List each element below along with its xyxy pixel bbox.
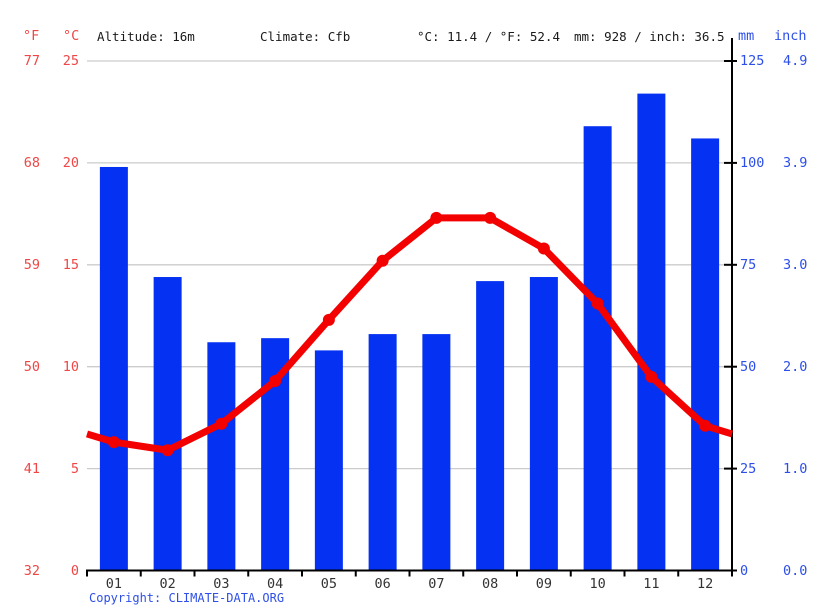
fahrenheit-tick-label: 77 xyxy=(23,53,40,69)
header-inch-unit: inch xyxy=(774,28,807,44)
temperature-line xyxy=(85,214,734,454)
temperature-marker xyxy=(107,436,120,449)
mm-tick-label: 0 xyxy=(740,562,749,579)
precipitation-bar xyxy=(691,138,720,571)
month-label: 04 xyxy=(266,576,284,592)
precipitation-bar xyxy=(476,281,505,571)
inch-tick-label: 3.9 xyxy=(783,154,808,171)
mm-tick-label: 100 xyxy=(740,154,765,171)
precipitation-bar xyxy=(99,166,128,571)
temperature-marker xyxy=(322,313,335,326)
inch-tick-label: 4.9 xyxy=(783,53,808,69)
fahrenheit-tick-label: 50 xyxy=(23,358,40,375)
month-label: 09 xyxy=(535,576,552,592)
precipitation-bar xyxy=(314,350,343,571)
temperature-marker xyxy=(591,297,604,310)
mm-tick-label: 125 xyxy=(740,53,765,69)
month-label: 10 xyxy=(589,576,606,592)
mm-tick-label: 75 xyxy=(740,256,757,273)
temperature-marker xyxy=(215,417,228,430)
fahrenheit-tick-label: 41 xyxy=(23,460,40,477)
mm-tick-label: 50 xyxy=(740,358,757,375)
inch-tick-label: 3.0 xyxy=(783,256,808,273)
temperature-marker xyxy=(376,254,389,267)
header-average-temperature: °C: 11.4 / °F: 52.4 xyxy=(417,29,560,44)
precipitation-bar xyxy=(529,277,558,571)
fahrenheit-tick-label: 59 xyxy=(23,256,40,273)
copyright-link[interactable]: Copyright: CLIMATE-DATA.ORG xyxy=(89,591,285,605)
header-fahrenheit-unit: °F xyxy=(23,28,40,44)
temperature-marker xyxy=(161,444,174,457)
month-label: 02 xyxy=(159,576,176,592)
temperature-marker xyxy=(269,374,282,387)
precipitation-bar xyxy=(153,277,182,571)
celsius-tick-label: 15 xyxy=(62,256,79,273)
celsius-tick-label: 10 xyxy=(62,358,79,375)
month-label: 07 xyxy=(428,576,445,592)
month-label: 11 xyxy=(643,576,660,592)
header-annual-precipitation: mm: 928 / inch: 36.5 xyxy=(574,29,725,44)
month-label: 12 xyxy=(696,576,714,592)
month-label: 08 xyxy=(481,576,499,592)
celsius-tick-label: 0 xyxy=(70,562,79,579)
fahrenheit-tick-label: 68 xyxy=(23,154,40,171)
mm-tick-label: 25 xyxy=(740,460,757,477)
month-label: 06 xyxy=(374,576,391,592)
temperature-marker xyxy=(699,419,712,432)
celsius-tick-label: 5 xyxy=(70,460,79,477)
header-mm-unit: mm xyxy=(738,28,755,44)
precipitation-bar xyxy=(368,334,397,571)
month-label: 03 xyxy=(213,576,230,592)
header-altitude: Altitude: 16m xyxy=(97,29,195,44)
fahrenheit-tick-label: 32 xyxy=(23,562,40,579)
month-label: 01 xyxy=(105,576,122,592)
month-label: 05 xyxy=(320,576,337,592)
temperature-marker xyxy=(645,370,658,383)
celsius-tick-label: 20 xyxy=(62,154,79,171)
precipitation-bar xyxy=(583,126,612,571)
header-celsius-unit: °C xyxy=(63,28,80,44)
temperature-marker xyxy=(430,211,443,224)
celsius-tick-label: 25 xyxy=(62,53,79,69)
temperature-marker xyxy=(484,211,497,224)
inch-tick-label: 2.0 xyxy=(783,358,808,375)
precipitation-bar xyxy=(422,334,451,571)
header-climate-classification: Climate: Cfb xyxy=(260,29,351,44)
precipitation-bar xyxy=(207,342,236,571)
temperature-marker xyxy=(537,242,550,255)
precipitation-bar xyxy=(637,93,666,571)
inch-tick-label: 0.0 xyxy=(783,562,808,579)
inch-tick-label: 1.0 xyxy=(783,460,808,477)
